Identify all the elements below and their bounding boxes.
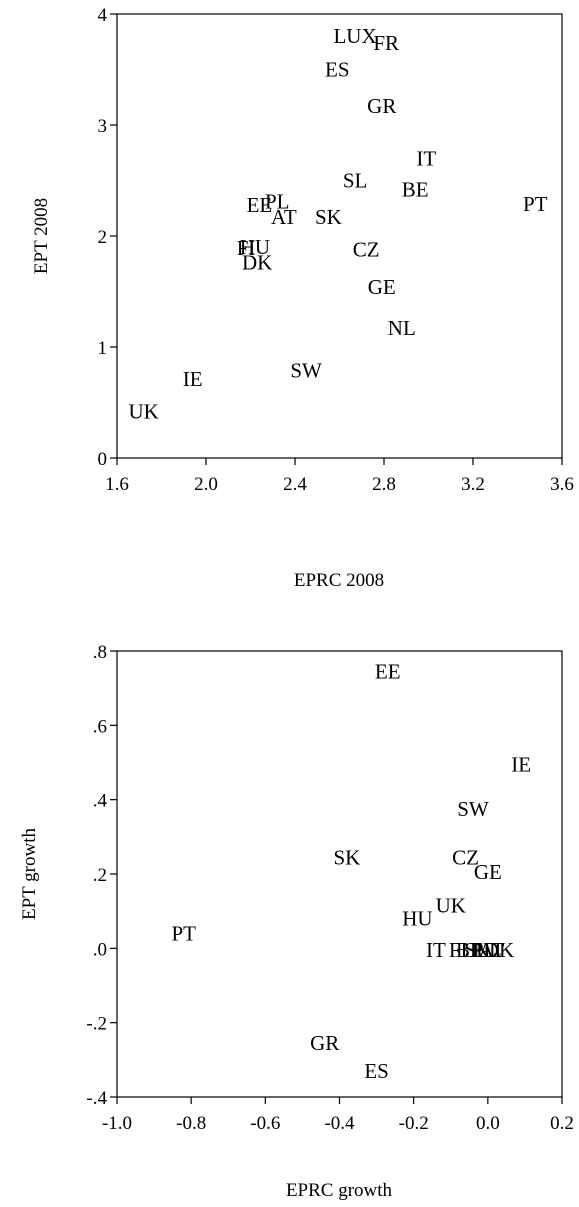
data-point-cz: CZ bbox=[452, 845, 479, 869]
data-point-sl: SL bbox=[343, 169, 368, 193]
y-tick-label: -.4 bbox=[86, 1088, 107, 1109]
scatter-chart-eprc-2008: EPRC 2008 EPT 2008 1.6 2.0 2.4 2.8 3.2 3.6 0 1 2… bbox=[31, 5, 574, 591]
y-tick-label: 3 bbox=[98, 116, 108, 137]
data-point-dk: DK bbox=[484, 938, 514, 962]
data-point-cz: CZ bbox=[353, 237, 380, 261]
data-point-ee: EE bbox=[375, 659, 401, 683]
data-point-pl: PL bbox=[472, 938, 497, 962]
y-tick-label: .0 bbox=[93, 939, 107, 960]
data-point-hu: HU bbox=[240, 235, 270, 259]
y-tick-label: -.2 bbox=[86, 1014, 107, 1035]
data-point-dk: DK bbox=[242, 251, 272, 275]
data-point-uk: UK bbox=[436, 894, 466, 918]
y-tick-label: 0 bbox=[98, 449, 108, 470]
data-point-pt: PT bbox=[523, 192, 548, 216]
x-tick-label: 0.0 bbox=[476, 1113, 500, 1134]
tick-group: -1.0 -0.8 -0.6 -0.4 -0.2 0.0 0.2 -.4 -.2 .0 .2 .4 .6… bbox=[86, 642, 573, 1134]
x-tick-label: 1.6 bbox=[105, 474, 129, 495]
data-point-it: IT bbox=[426, 938, 446, 962]
data-point-pl: PL bbox=[265, 190, 290, 214]
data-point-sw: SW bbox=[457, 797, 489, 821]
y-axis-label: EPT growth bbox=[19, 827, 40, 920]
data-point-at: AT bbox=[271, 205, 297, 229]
y-tick-label: .8 bbox=[93, 642, 107, 663]
data-point-fi: FI bbox=[449, 938, 468, 962]
x-tick-label: -0.8 bbox=[176, 1113, 206, 1134]
y-tick-label: 4 bbox=[98, 5, 108, 26]
data-point-sk: SK bbox=[333, 845, 360, 869]
data-point-gr: GR bbox=[310, 1031, 339, 1055]
data-point-sw: SW bbox=[290, 358, 322, 382]
data-point-it: IT bbox=[416, 146, 436, 170]
x-axis-label: EPRC growth bbox=[286, 1180, 393, 1201]
scatter-chart-eprc-growth: EPRC growth EPT growth -1.0 -0.8 -0.6 -0.4-… bbox=[19, 642, 574, 1201]
y-tick-label: .2 bbox=[93, 865, 107, 886]
data-point-ie: IE bbox=[511, 752, 531, 776]
data-point-fi: FI bbox=[237, 236, 256, 260]
data-point-sl: SL bbox=[464, 938, 489, 962]
x-tick-label: -0.6 bbox=[250, 1113, 280, 1134]
x-tick-label: 2.8 bbox=[372, 474, 396, 495]
data-point-ge: GE bbox=[474, 860, 502, 884]
x-tick-label: 2.0 bbox=[194, 474, 218, 495]
data-point-gr: GR bbox=[367, 94, 396, 118]
data-point-sk: SK bbox=[315, 205, 342, 229]
data-point-ee: EE bbox=[247, 193, 273, 217]
y-tick-label: 2 bbox=[98, 227, 108, 248]
x-tick-label: 3.6 bbox=[550, 474, 574, 495]
y-axis-label: EPT 2008 bbox=[31, 198, 52, 274]
y-tick-label: .4 bbox=[93, 791, 108, 812]
data-point-ie: IE bbox=[183, 367, 203, 391]
data-point-lux: LUX bbox=[333, 24, 376, 48]
x-axis-label: EPRC 2008 bbox=[294, 570, 384, 591]
data-point-be: BE bbox=[402, 177, 429, 201]
x-tick-label: -0.4 bbox=[324, 1113, 355, 1134]
data-point-at: AT bbox=[479, 938, 505, 962]
data-point-hu: HU bbox=[402, 907, 432, 931]
x-tick-label: -0.2 bbox=[399, 1113, 429, 1134]
x-tick-label: 0.2 bbox=[550, 1113, 574, 1134]
data-point-fr: FR bbox=[373, 31, 399, 55]
x-tick-label: -1.0 bbox=[102, 1113, 132, 1134]
data-point-nl: NL bbox=[474, 938, 502, 962]
data-point-nl: NL bbox=[388, 316, 416, 340]
data-point-uk: UK bbox=[129, 399, 159, 423]
y-tick-label: 1 bbox=[98, 338, 108, 359]
data-point-ge: GE bbox=[368, 275, 396, 299]
x-tick-label: 3.2 bbox=[461, 474, 485, 495]
data-point-es: ES bbox=[325, 58, 350, 82]
data-point-es: ES bbox=[364, 1059, 389, 1083]
y-tick-label: .6 bbox=[93, 716, 107, 737]
tick-group: 1.6 2.0 2.4 2.8 3.2 3.6 0 1 2 3 4 bbox=[98, 5, 574, 495]
data-point-be: BE bbox=[456, 938, 483, 962]
data-point-pt: PT bbox=[171, 921, 196, 945]
x-tick-label: 2.4 bbox=[283, 474, 307, 495]
